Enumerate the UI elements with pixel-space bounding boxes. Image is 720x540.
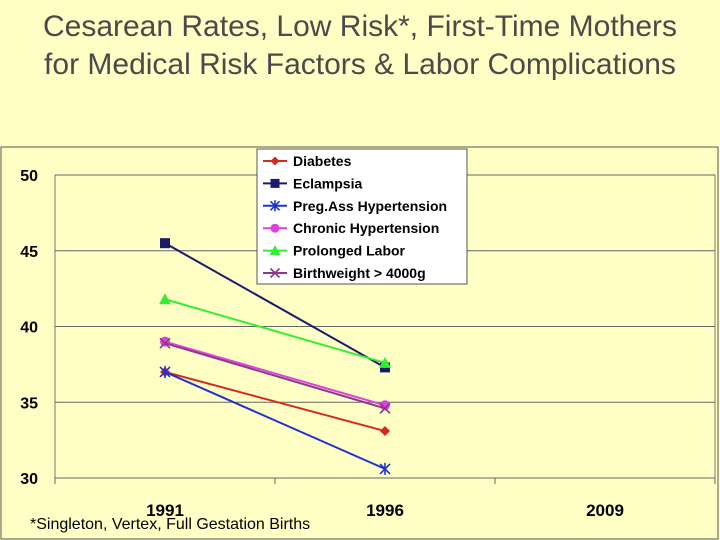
data-point-diabetes-1996	[380, 426, 390, 437]
data-point-eclampsia-1991	[160, 238, 170, 249]
legend-marker-eclampsia	[270, 178, 280, 188]
series-line-diabetes	[164, 370, 386, 433]
legend-marker-prolonged-labor	[269, 245, 281, 256]
title-line-2: for Medical Risk Factors & Labor Complic…	[44, 48, 676, 81]
y-tick-label-45: 45	[20, 244, 38, 261]
series-line-eclampsia	[164, 242, 386, 369]
legend-label-prolonged-labor: Prolonged Labor	[293, 243, 406, 259]
title-line-1: Cesarean Rates, Low Risk*, First-Time Mo…	[42, 10, 678, 43]
data-point-preg-ass-hypertension-1996	[379, 462, 391, 475]
data-point-prolonged-labor-1996	[379, 356, 391, 368]
series-line-birthweight-4000g	[164, 342, 386, 410]
x-tick-label-1996: 1996	[366, 501, 404, 520]
legend-marker-birthweight-4000g	[269, 267, 281, 279]
y-tick-label-30: 30	[20, 471, 38, 488]
chart-title: Cesarean Rates, Low Risk*, First-Time Mo…	[0, 8, 720, 84]
x-tick-label-1991: 1991	[146, 501, 184, 520]
legend-label-birthweight-4000g: Birthweight > 4000g	[293, 265, 426, 281]
series-line-prolonged-labor	[164, 298, 386, 364]
y-tick-label-40: 40	[20, 320, 38, 337]
chart-frame	[0, 146, 719, 540]
legend	[256, 148, 468, 285]
legend-marker-diabetes	[270, 156, 280, 166]
legend-label-eclampsia: Eclampsia	[293, 175, 362, 191]
data-point-birthweight-4000g-1991	[159, 337, 171, 349]
legend-marker-preg-ass-hypertension	[269, 200, 281, 212]
data-point-prolonged-labor-1991	[159, 293, 171, 305]
footnote: *Singleton, Vertex, Full Gestation Birth…	[30, 516, 311, 533]
series-line-preg-ass-hypertension	[164, 371, 386, 470]
y-tick-label-35: 35	[20, 395, 38, 412]
data-point-preg-ass-hypertension-1991	[159, 365, 171, 378]
legend-label-chronic-hypertension: Chronic Hypertension	[293, 220, 439, 236]
legend-marker-chronic-hypertension	[270, 223, 280, 233]
legend-label-preg-ass-hypertension: Preg.Ass Hypertension	[293, 198, 447, 214]
x-tick-label-2009: 2009	[586, 501, 624, 520]
legend-label-diabetes: Diabetes	[293, 153, 352, 169]
series-line-chronic-hypertension	[164, 340, 386, 407]
data-point-birthweight-4000g-1996	[379, 402, 391, 414]
y-tick-label-50: 50	[20, 168, 38, 185]
